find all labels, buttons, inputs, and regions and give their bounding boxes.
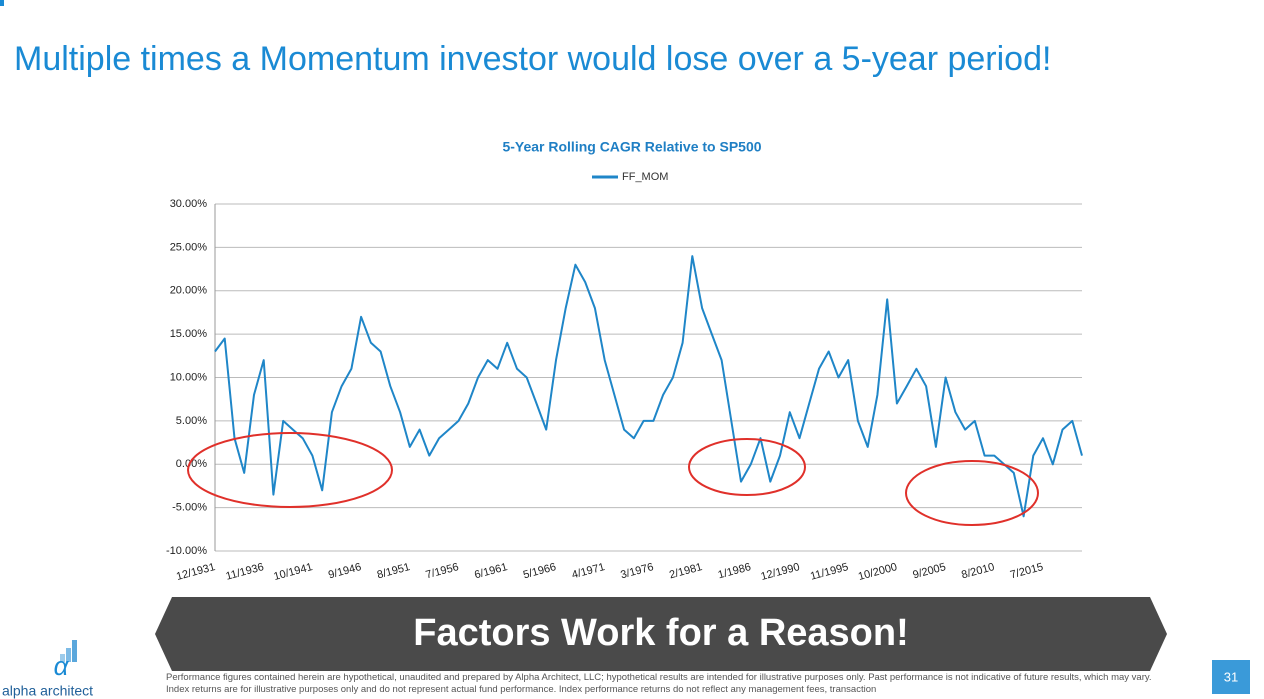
y-tick-label: 30.00% [170, 198, 208, 210]
y-tick-label: 25.00% [170, 241, 208, 253]
x-tick-label: 10/2000 [857, 561, 899, 583]
banner-text: Factors Work for a Reason! [413, 612, 909, 654]
highlight-ellipse [187, 432, 393, 508]
x-tick-label: 8/2010 [960, 561, 996, 581]
x-tick-label: 1/1986 [717, 561, 753, 581]
corner-mark [0, 0, 4, 6]
y-tick-label: 10.00% [170, 371, 208, 383]
page-number: 31 [1224, 669, 1238, 684]
slide-title: Multiple times a Momentum investor would… [14, 40, 1051, 78]
x-tick-label: 10/1941 [272, 561, 314, 583]
x-tick-label: 6/1961 [473, 561, 509, 581]
logo-bar [60, 654, 65, 662]
x-tick-label: 3/1976 [619, 561, 655, 581]
x-tick-label: 2/1981 [668, 561, 704, 581]
x-tick-label: 11/1936 [225, 561, 266, 583]
highlight-ellipse [688, 438, 806, 496]
y-tick-label: 20.00% [170, 285, 208, 297]
logo-bar [72, 640, 77, 662]
y-tick-label: -5.00% [172, 502, 207, 514]
logo-bar [66, 648, 71, 662]
x-tick-label: 9/2005 [912, 561, 948, 581]
banner [155, 597, 1167, 671]
footnote: Performance figures contained herein are… [166, 672, 1152, 695]
x-tick-label: 7/1956 [424, 561, 460, 581]
legend-label: FF_MOM [622, 171, 668, 183]
logo-text: alpha architect [2, 683, 93, 699]
y-tick-label: 5.00% [176, 415, 207, 427]
chart-title: 5-Year Rolling CAGR Relative to SP500 [502, 139, 761, 155]
x-tick-label: 9/1946 [327, 561, 363, 581]
logo: α alpha architect [2, 640, 93, 699]
x-tick-label: 12/1990 [760, 561, 802, 583]
logo-mark: α [54, 651, 70, 681]
x-tick-label: 4/1971 [571, 561, 607, 581]
y-tick-label: 15.00% [170, 328, 208, 340]
x-tick-label: 5/1966 [522, 561, 558, 581]
x-tick-label: 8/1951 [376, 561, 412, 581]
y-tick-label: 0.00% [176, 458, 207, 470]
data-line [214, 255, 1083, 518]
y-tick-label: -10.00% [166, 545, 207, 557]
highlight-ellipse [905, 460, 1039, 526]
page-number-box [1212, 660, 1250, 694]
x-tick-label: 7/2015 [1009, 561, 1045, 581]
x-tick-label: 11/1995 [809, 561, 850, 583]
x-tick-label: 12/1931 [175, 561, 217, 583]
